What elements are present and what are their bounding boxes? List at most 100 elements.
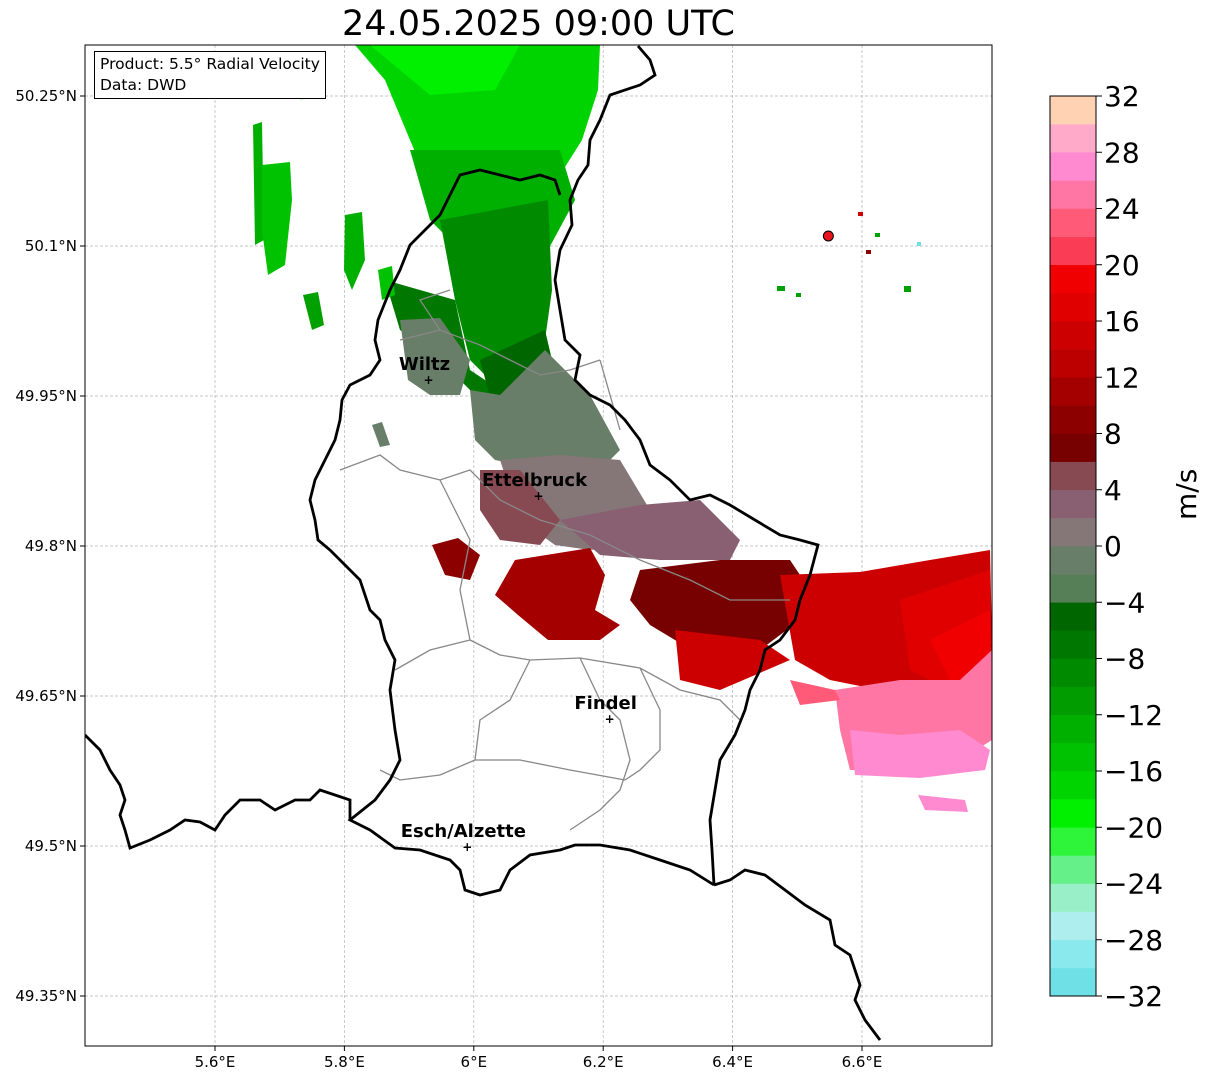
echo-dot xyxy=(917,242,921,246)
echo-west-4 xyxy=(303,292,324,330)
echo-red-west xyxy=(432,538,480,580)
colorbar-tick-label: 8 xyxy=(1104,418,1122,451)
y-tick-label: 50.25°N xyxy=(15,87,77,105)
x-axis: 5.6°E 5.8°E 6°E 6.2°E 6.4°E 6.6°E xyxy=(195,1046,882,1071)
echo-dot xyxy=(875,233,880,237)
colorbar-bin xyxy=(1050,405,1096,434)
colorbar-bin xyxy=(1050,799,1096,828)
country-border-de-fr xyxy=(713,868,882,1041)
colorbar-unit: m/s xyxy=(1170,468,1203,520)
colorbar-tick-label: −24 xyxy=(1104,868,1163,901)
y-tick-label: 49.35°N xyxy=(15,987,77,1005)
colorbar-bin xyxy=(1050,124,1096,153)
city-label: Ettelbruck xyxy=(482,470,588,491)
colorbar-tick-label: 12 xyxy=(1104,361,1140,394)
city-label: Wiltz xyxy=(399,354,450,375)
radar-echoes xyxy=(253,45,992,812)
echo-pink-ring xyxy=(790,680,840,705)
city-findel: +Findel xyxy=(574,693,637,726)
product-label: Product: 5.5° Radial Velocity xyxy=(100,55,320,73)
colorbar-tick-label: −20 xyxy=(1104,811,1163,844)
colorbar-bin xyxy=(1050,855,1096,884)
colorbar-bin xyxy=(1050,321,1096,350)
colorbar-bin xyxy=(1050,602,1096,631)
colorbar-tick-label: 0 xyxy=(1104,530,1122,563)
echo-green-darkest xyxy=(480,330,552,415)
country-border-be-fr xyxy=(85,734,352,850)
echo-pink-light xyxy=(850,730,990,778)
colorbar-bin xyxy=(1050,742,1096,772)
colorbar-tick-label: 28 xyxy=(1104,136,1140,169)
borders xyxy=(85,45,882,1041)
echo-red-streak xyxy=(630,560,810,655)
x-tick-label: 6.4°E xyxy=(712,1053,753,1071)
colorbar-bin xyxy=(1050,208,1096,237)
canton-boundaries xyxy=(339,289,790,831)
product-info-box: Product: 5.5° Radial Velocity Data: DWD xyxy=(94,51,326,99)
echo-west-3 xyxy=(344,212,365,290)
y-tick-label: 49.65°N xyxy=(15,687,77,705)
echo-dot xyxy=(796,293,801,297)
colorbar-tick-label: 32 xyxy=(1104,80,1140,113)
y-tick-label: 49.5°N xyxy=(25,837,77,855)
colorbar-tick-label: −8 xyxy=(1104,643,1145,676)
colorbar-tick-label: −28 xyxy=(1104,924,1163,957)
colorbar-bin xyxy=(1050,771,1096,800)
city-marker: + xyxy=(423,373,433,387)
colorbar-bin xyxy=(1050,686,1096,716)
echo-pink-far xyxy=(918,795,968,812)
data-source-label: Data: DWD xyxy=(100,76,187,94)
x-tick-label: 5.8°E xyxy=(324,1053,365,1071)
city-wiltz: +Wiltz xyxy=(399,354,450,387)
colorbar-tick-label: −16 xyxy=(1104,755,1163,788)
city-esch-alzette: +Esch/Alzette xyxy=(401,821,526,854)
echo-zero-small xyxy=(372,422,390,447)
colorbar-bin xyxy=(1050,180,1096,209)
country-border-lu xyxy=(308,45,820,897)
colorbar-bin xyxy=(1050,967,1096,997)
colorbar-bin xyxy=(1050,461,1096,491)
colorbar-tick-label: 24 xyxy=(1104,193,1140,226)
colorbar-bin xyxy=(1050,714,1096,744)
colorbar-tick-label: −12 xyxy=(1104,699,1163,732)
cities: +Wiltz+Ettelbruck+Findel+Esch/Alzette xyxy=(399,354,637,854)
colorbar-bin xyxy=(1050,96,1096,125)
echo-mauve2 xyxy=(480,470,560,545)
city-label: Esch/Alzette xyxy=(401,821,526,842)
echo-mauve xyxy=(560,500,740,560)
colorbar-bin xyxy=(1050,489,1096,519)
colorbar-bin xyxy=(1050,546,1096,575)
colorbar-bin xyxy=(1050,433,1096,462)
y-tick-label: 49.8°N xyxy=(25,537,77,555)
y-axis: 50.25°N 50.1°N 49.95°N 49.8°N 49.65°N 49.5°N 4… xyxy=(15,87,85,1005)
colorbar-bin xyxy=(1050,658,1096,687)
city-marker: + xyxy=(533,489,543,503)
colorbar-bin xyxy=(1050,630,1096,659)
radar-site-marker xyxy=(822,230,834,242)
city-marker: + xyxy=(462,840,472,854)
echo-west-1 xyxy=(253,122,264,245)
echo-zero-west xyxy=(400,318,470,395)
city-ettelbruck: +Ettelbruck xyxy=(482,470,588,503)
echo-zero-center xyxy=(470,350,620,470)
colorbar-tick-label: −4 xyxy=(1104,586,1145,619)
y-tick-label: 50.1°N xyxy=(25,237,77,255)
colorbar-bin xyxy=(1050,264,1096,294)
colorbar-tick-label: 20 xyxy=(1104,249,1140,282)
city-label: Findel xyxy=(574,693,637,714)
colorbar-tick-label: 4 xyxy=(1104,474,1122,507)
echo-dot xyxy=(777,286,785,291)
echo-dot xyxy=(904,286,911,292)
colorbar-tick-label: 16 xyxy=(1104,305,1140,338)
y-tick-label: 49.95°N xyxy=(15,387,77,405)
colorbar-bin xyxy=(1050,292,1096,322)
colorbar-bin xyxy=(1050,236,1096,266)
colorbar-bin xyxy=(1050,152,1096,181)
echo-red-south xyxy=(675,630,790,690)
colorbar-bin xyxy=(1050,939,1096,969)
map-title: 24.05.2025 09:00 UTC xyxy=(342,4,735,44)
x-tick-label: 5.6°E xyxy=(195,1053,236,1071)
colorbar-bin xyxy=(1050,883,1096,912)
echo-dot xyxy=(858,212,863,216)
